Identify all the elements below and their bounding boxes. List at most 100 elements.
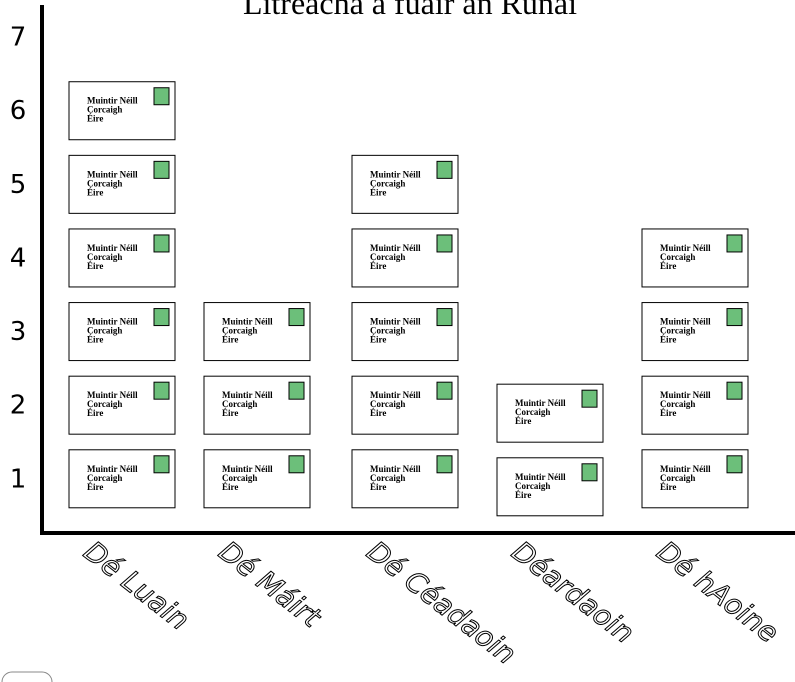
stamp	[436, 455, 453, 474]
envelope-text: Muintir Néill	[515, 472, 566, 482]
y-tick-label: 5	[10, 170, 27, 200]
envelope-text: Éire	[222, 408, 238, 418]
y-tick-label: 4	[10, 243, 27, 273]
envelope-text: Corcaigh	[370, 399, 405, 409]
x-tick-label: Dé Luain	[78, 535, 196, 637]
y-tick-label: 2	[10, 391, 27, 421]
stamp	[726, 234, 743, 253]
envelope-text: Éire	[370, 261, 386, 271]
envelope-text: Corcaigh	[660, 399, 695, 409]
stamp	[436, 234, 453, 253]
envelope-text: Corcaigh	[660, 326, 695, 336]
envelope-text: Éire	[370, 482, 386, 492]
y-tick-label: 1	[10, 464, 27, 494]
envelope-text: Corcaigh	[370, 473, 405, 483]
envelope-text: Corcaigh	[660, 252, 695, 262]
stamp	[726, 308, 743, 327]
envelope-text: Muintir Néill	[87, 243, 138, 253]
envelope-text: Muintir Néill	[370, 390, 421, 400]
envelope-text: Muintir Néill	[660, 390, 711, 400]
envelope-text: Muintir Néill	[87, 169, 138, 179]
stamp	[153, 160, 170, 179]
envelope-text: Éire	[660, 408, 676, 418]
envelope-text: Muintir Néill	[370, 317, 421, 327]
envelope-text: Corcaigh	[222, 326, 257, 336]
stamp	[581, 463, 598, 482]
envelope-text: Muintir Néill	[515, 398, 566, 408]
envelope-text: Muintir Néill	[87, 390, 138, 400]
envelope-text: Éire	[370, 335, 386, 345]
envelope-text: Corcaigh	[87, 252, 122, 262]
stamp	[726, 381, 743, 400]
stamp	[153, 234, 170, 253]
y-tick-label: 7	[10, 23, 27, 53]
y-tick-label: 6	[10, 96, 27, 126]
stamp	[436, 160, 453, 179]
envelope-text: Éire	[87, 408, 103, 418]
envelope-text: Muintir Néill	[370, 169, 421, 179]
envelope-text: Muintir Néill	[660, 464, 711, 474]
envelope-text: Corcaigh	[222, 399, 257, 409]
stamp	[288, 455, 305, 474]
chart-title: Litreacha a fuair an Rúnaí	[243, 0, 577, 21]
envelope-text: Corcaigh	[370, 326, 405, 336]
envelope-text: Corcaigh	[222, 473, 257, 483]
envelope-text: Éire	[660, 261, 676, 271]
envelope-text: Éire	[87, 261, 103, 271]
x-tick-label: Dé Céadaoin	[361, 535, 523, 671]
envelope-text: Muintir Néill	[87, 96, 138, 106]
envelope-text: Muintir Néill	[87, 464, 138, 474]
stamp	[288, 308, 305, 327]
envelope-text: Corcaigh	[87, 473, 122, 483]
stamp	[581, 389, 598, 408]
x-tick-label: Dé Máirt	[213, 535, 328, 635]
button[interactable]	[1, 671, 53, 682]
envelope-text: Muintir Néill	[370, 243, 421, 253]
envelope-text: Éire	[370, 187, 386, 197]
envelope-text: Muintir Néill	[222, 317, 273, 327]
stamp	[726, 455, 743, 474]
envelope-text: Éire	[222, 335, 238, 345]
stamp	[288, 381, 305, 400]
envelope-text: Corcaigh	[87, 399, 122, 409]
envelope-text: Éire	[222, 482, 238, 492]
envelope-text: Éire	[660, 482, 676, 492]
envelope-text: Corcaigh	[370, 178, 405, 188]
envelope-text: Éire	[87, 335, 103, 345]
envelope-text: Muintir Néill	[660, 317, 711, 327]
envelope-text: Muintir Néill	[87, 317, 138, 327]
envelope-text: Muintir Néill	[222, 390, 273, 400]
envelope-text: Corcaigh	[515, 407, 550, 417]
envelope-text: Corcaigh	[660, 473, 695, 483]
envelope-text: Corcaigh	[87, 178, 122, 188]
x-tick-label: Déardaoin	[506, 535, 641, 650]
envelope-text: Corcaigh	[87, 326, 122, 336]
envelope-text: Corcaigh	[87, 105, 122, 115]
envelope-text: Éire	[87, 482, 103, 492]
envelope-text: Éire	[660, 335, 676, 345]
stamp	[436, 381, 453, 400]
envelope-text: Corcaigh	[515, 481, 550, 491]
stamp	[153, 455, 170, 474]
envelope-text: Muintir Néill	[222, 464, 273, 474]
envelope-text: Muintir Néill	[370, 464, 421, 474]
envelope-text: Éire	[87, 187, 103, 197]
envelope-text: Éire	[87, 114, 103, 124]
stamp	[153, 381, 170, 400]
y-tick-label: 3	[10, 317, 27, 347]
stamp	[436, 308, 453, 327]
envelope-text: Muintir Néill	[660, 243, 711, 253]
stamp	[153, 308, 170, 327]
x-tick-label: Dé hAoine	[651, 535, 785, 650]
envelope-text: Éire	[515, 490, 531, 500]
envelope-text: Éire	[370, 408, 386, 418]
envelope-text: Corcaigh	[370, 252, 405, 262]
envelope-text: Éire	[515, 416, 531, 426]
stamp	[153, 87, 170, 106]
